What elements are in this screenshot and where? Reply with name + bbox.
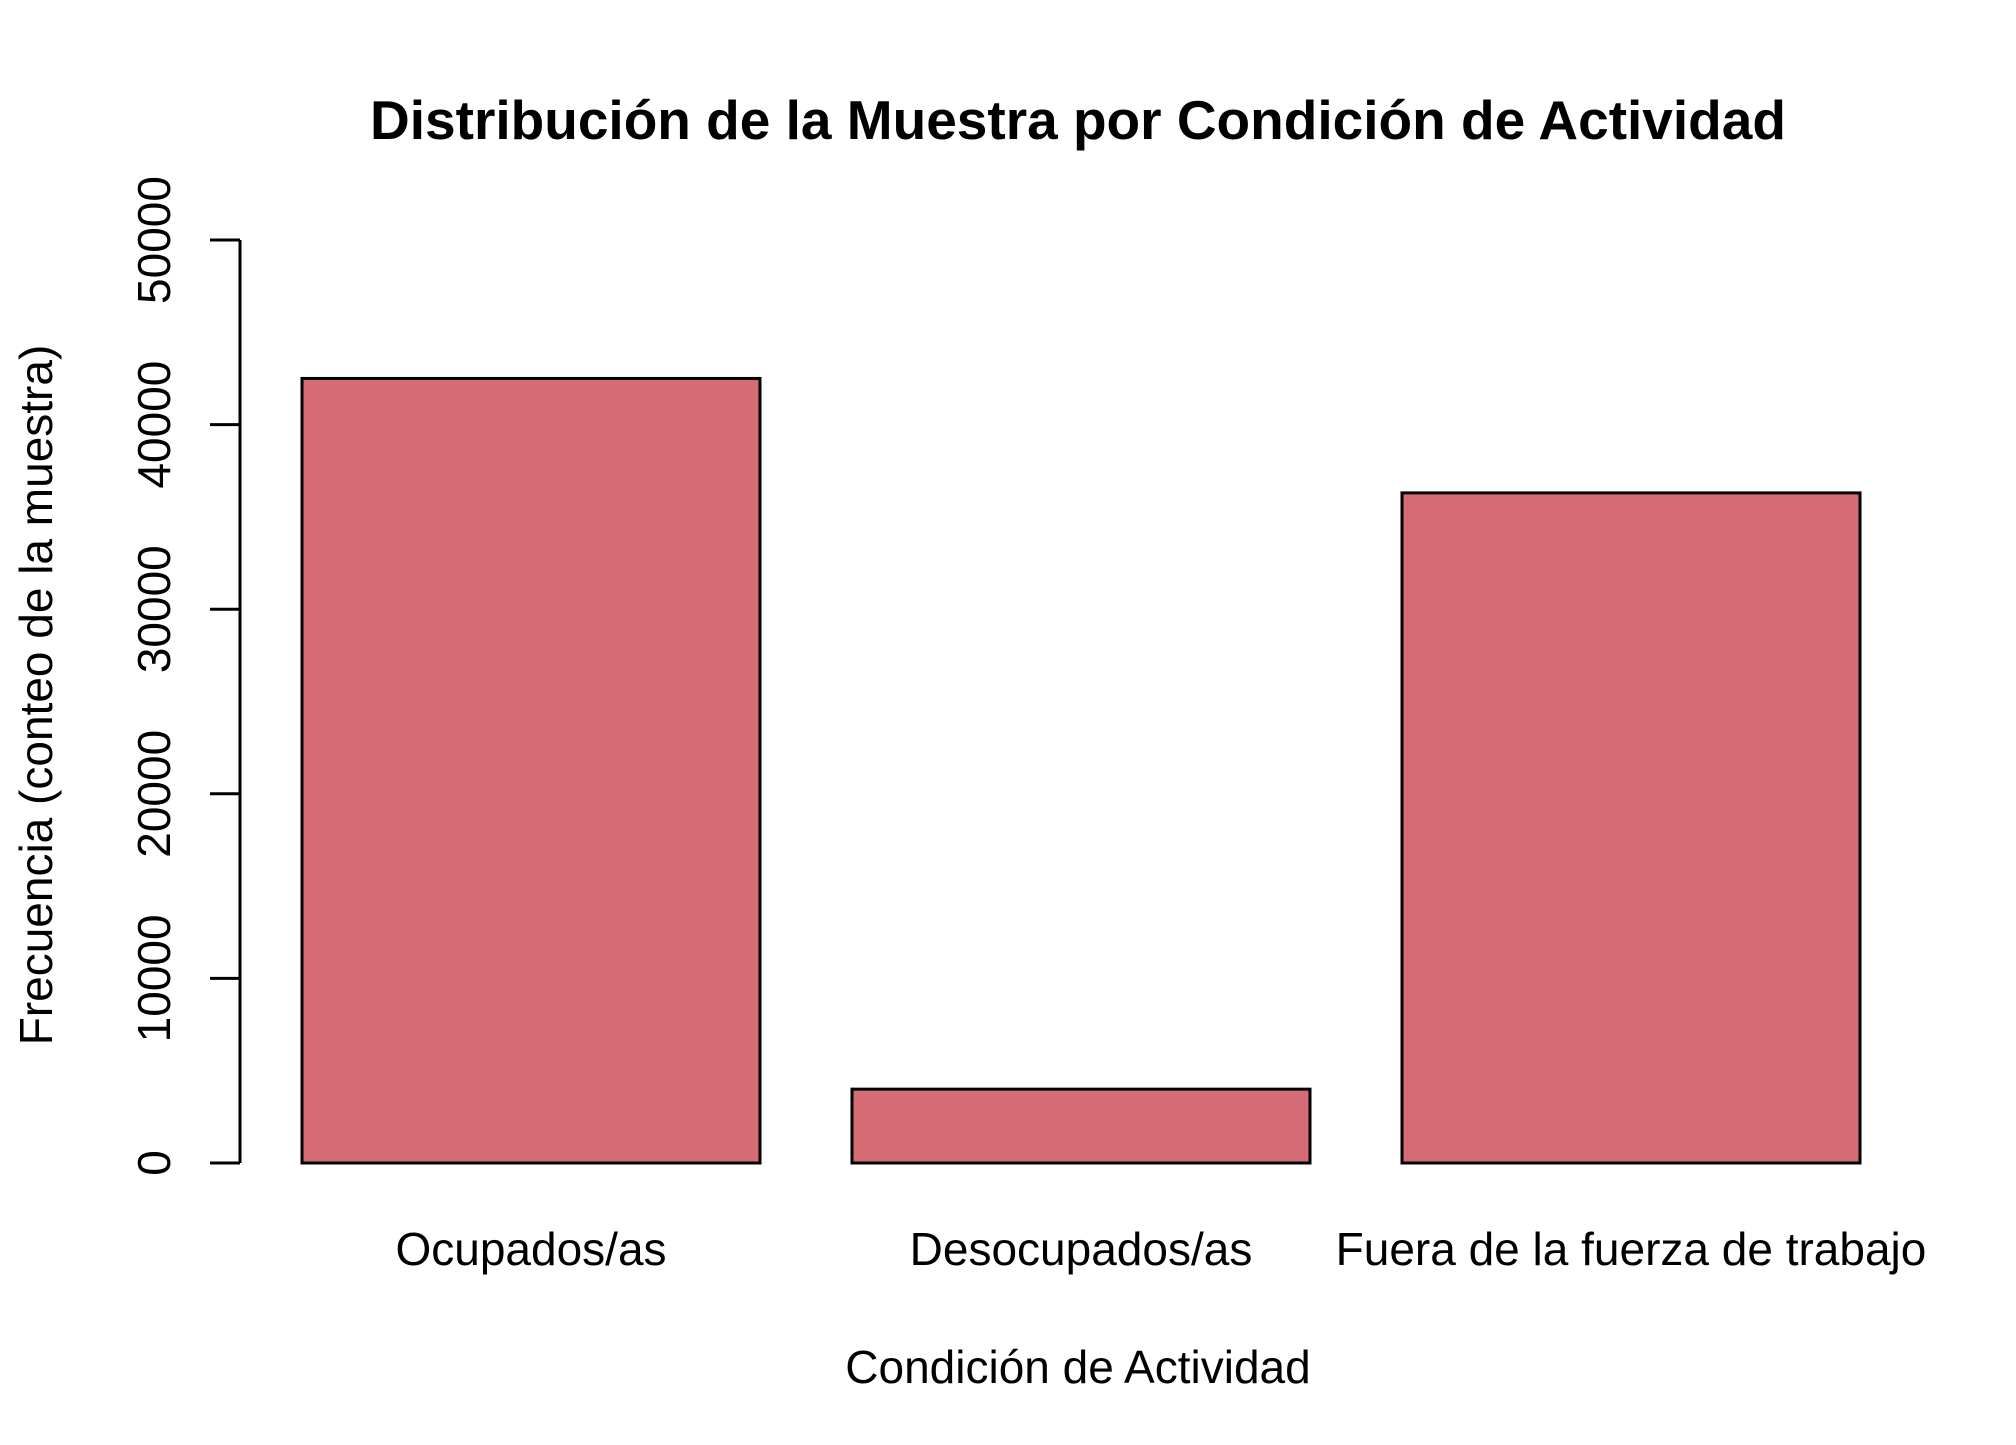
y-axis-ticks: 0 10000 20000 30000 40000 50000: [128, 176, 240, 1176]
x-axis-labels: Ocupados/as Desocupados/as Fuera de la fue…: [395, 1223, 1926, 1275]
y-axis-title: Frecuencia (conteo de la muestra): [10, 345, 62, 1046]
bar-3: [1400, 491, 1862, 1165]
bars: [300, 376, 1862, 1165]
x-category-label: Ocupados/as: [395, 1223, 666, 1275]
bar-1: [300, 376, 762, 1165]
y-tick-label: 40000: [128, 361, 180, 489]
y-tick-label: 0: [128, 1150, 180, 1176]
y-tick-label: 30000: [128, 545, 180, 673]
y-tick-label: 50000: [128, 176, 180, 304]
chart-title: Distribución de la Muestra por Condición…: [370, 89, 1786, 151]
y-tick-label: 20000: [128, 730, 180, 858]
x-category-label: Desocupados/as: [910, 1223, 1253, 1275]
x-axis-title: Condición de Actividad: [845, 1341, 1310, 1393]
bar-2: [850, 1087, 1312, 1165]
y-tick-label: 10000: [128, 914, 180, 1042]
x-category-label: Fuera de la fuerza de trabajo: [1336, 1223, 1927, 1275]
